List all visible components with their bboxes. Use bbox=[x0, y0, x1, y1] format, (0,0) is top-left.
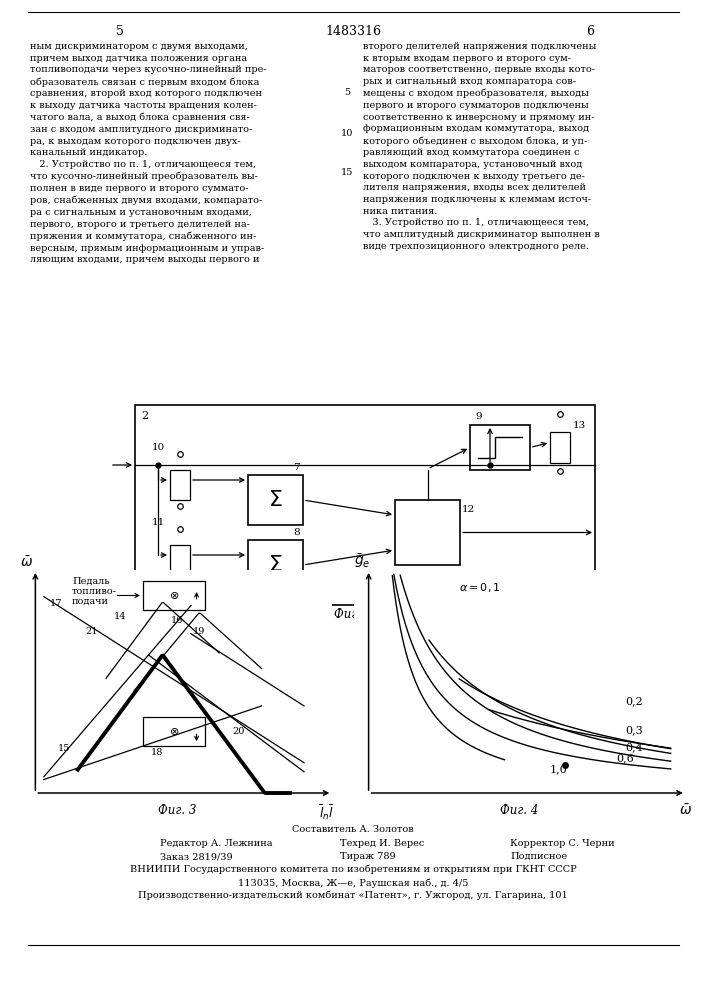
Text: 15: 15 bbox=[341, 168, 354, 177]
Text: Составитель А. Золотов: Составитель А. Золотов bbox=[292, 825, 414, 834]
Text: $\bar{\omega}$: $\bar{\omega}$ bbox=[679, 804, 692, 818]
Text: 6: 6 bbox=[586, 25, 594, 38]
Text: 13: 13 bbox=[573, 420, 586, 430]
Text: Фиг. 4: Фиг. 4 bbox=[501, 804, 539, 817]
Text: Тираж 789: Тираж 789 bbox=[340, 852, 396, 861]
Bar bbox=[143, 581, 205, 610]
Bar bbox=[395, 500, 460, 565]
Text: 0,2: 0,2 bbox=[626, 696, 643, 706]
Text: 14: 14 bbox=[114, 612, 127, 621]
Bar bbox=[248, 475, 303, 525]
Text: $\bar{\omega}$: $\bar{\omega}$ bbox=[21, 555, 33, 570]
Text: 2: 2 bbox=[141, 411, 148, 421]
Bar bbox=[470, 425, 530, 470]
Text: $\alpha=0,1$: $\alpha=0,1$ bbox=[460, 581, 501, 594]
Bar bbox=[550, 432, 570, 463]
Text: 17: 17 bbox=[49, 599, 62, 608]
Text: 20: 20 bbox=[233, 727, 245, 736]
Text: Редактор А. Лежнина: Редактор А. Лежнина bbox=[160, 839, 272, 848]
Text: Производственно-издательский комбинат «Патент», г. Ужгород, ул. Гагарина, 101: Производственно-издательский комбинат «П… bbox=[138, 891, 568, 900]
Text: 0,4: 0,4 bbox=[626, 743, 643, 753]
Text: Техред И. Верес: Техред И. Верес bbox=[340, 839, 424, 848]
Text: 0,6: 0,6 bbox=[617, 753, 634, 763]
Text: Педаль
топливо-
подачи: Педаль топливо- подачи bbox=[72, 576, 117, 606]
Text: $\bar{g}_e$: $\bar{g}_e$ bbox=[354, 552, 370, 570]
Text: 19: 19 bbox=[192, 627, 205, 636]
Text: $\Sigma$: $\Sigma$ bbox=[268, 555, 283, 575]
Text: 11: 11 bbox=[152, 518, 165, 527]
Bar bbox=[170, 470, 190, 500]
Text: Фиг. 2: Фиг. 2 bbox=[334, 608, 372, 621]
Text: 113035, Москва, Ж—е, Раушская наб., д. 4/5: 113035, Москва, Ж—е, Раушская наб., д. 4… bbox=[238, 878, 468, 888]
Bar bbox=[135, 405, 595, 605]
Text: 16: 16 bbox=[170, 616, 183, 625]
Text: 1483316: 1483316 bbox=[325, 25, 381, 38]
Text: 5: 5 bbox=[344, 88, 350, 97]
Text: Фиг. 3: Фиг. 3 bbox=[158, 804, 196, 817]
Text: ВНИИПИ Государственного комитета по изобретениям и открытиям при ГКНТ СССР: ВНИИПИ Государственного комитета по изоб… bbox=[129, 865, 576, 874]
Bar bbox=[248, 540, 303, 590]
Text: ным дискриминатором с двумя выходами,
причем выход датчика положения органа
топл: ным дискриминатором с двумя выходами, пр… bbox=[30, 42, 267, 264]
Text: $\Sigma$: $\Sigma$ bbox=[268, 490, 283, 510]
Bar bbox=[143, 717, 205, 746]
Text: второго делителей напряжения подключены
к вторым входам первого и второго сум-
м: второго делителей напряжения подключены … bbox=[363, 42, 600, 251]
Text: $\otimes$: $\otimes$ bbox=[169, 590, 179, 601]
Text: 8: 8 bbox=[293, 528, 300, 537]
Text: Подписное: Подписное bbox=[510, 852, 567, 861]
Text: 18: 18 bbox=[151, 748, 163, 757]
Text: 1,0: 1,0 bbox=[550, 764, 568, 774]
Text: 9: 9 bbox=[475, 412, 481, 421]
Text: 10: 10 bbox=[341, 129, 354, 138]
Text: $\bar{l}_{n}\bar{l}$: $\bar{l}_{n}\bar{l}$ bbox=[319, 804, 334, 822]
Text: 7: 7 bbox=[293, 463, 300, 472]
Text: 21: 21 bbox=[86, 627, 98, 636]
Text: 15: 15 bbox=[57, 744, 70, 753]
Text: 0,3: 0,3 bbox=[626, 726, 643, 736]
Text: 12: 12 bbox=[462, 505, 475, 514]
Text: Заказ 2819/39: Заказ 2819/39 bbox=[160, 852, 233, 861]
Text: Корректор С. Черни: Корректор С. Черни bbox=[510, 839, 614, 848]
Text: 10: 10 bbox=[152, 443, 165, 452]
Text: 5: 5 bbox=[116, 25, 124, 38]
Text: $\otimes$: $\otimes$ bbox=[169, 726, 179, 737]
Bar bbox=[170, 545, 190, 575]
